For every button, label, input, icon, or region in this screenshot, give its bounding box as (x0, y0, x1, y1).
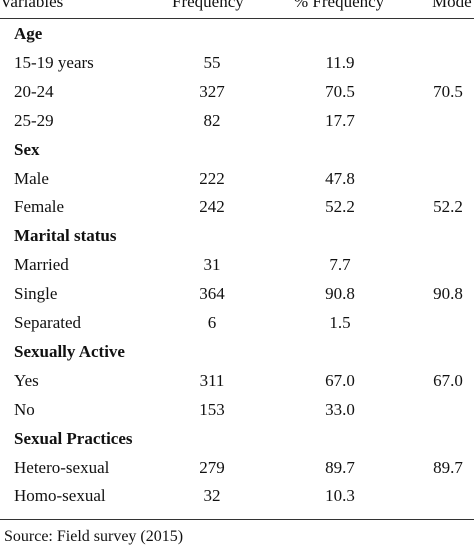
mode-cell: 67.0 (433, 370, 463, 390)
header-mode: Mode (432, 0, 472, 11)
section-header-row: Sexual Practices (0, 429, 474, 453)
frequency-cell: 32 (203, 486, 221, 506)
variable-cell: Single (14, 284, 58, 304)
frequency-cell: 327 (199, 81, 225, 101)
table-row: Separated 6 1.5 (0, 313, 474, 337)
header-pct-frequency: % Frequency (294, 0, 385, 11)
frequency-cell: 279 (199, 457, 225, 477)
table-row: Yes 311 67.0 67.0 (0, 371, 474, 395)
pct-frequency-cell: 67.0 (325, 370, 355, 390)
section-label: Age (14, 24, 43, 43)
table-row: Homo-sexual 32 10.3 (0, 486, 474, 510)
variable-cell: 25-29 (14, 110, 54, 130)
table-row: Female 242 52.2 52.2 (0, 197, 474, 221)
pct-frequency-cell: 17.7 (325, 110, 355, 130)
mode-cell: 70.5 (433, 81, 463, 101)
table-row: Hetero-sexual 279 89.7 89.7 (0, 458, 474, 482)
section-header-row: Marital status (0, 226, 474, 250)
pct-frequency-cell: 47.8 (325, 168, 355, 188)
header-bottom-rule (0, 18, 474, 19)
table-row: No 153 33.0 (0, 400, 474, 424)
table-bottom-rule (0, 519, 474, 520)
header-frequency: Frequency (172, 0, 244, 11)
table-row: 25-29 82 17.7 (0, 111, 474, 135)
variable-cell: No (14, 399, 35, 419)
frequency-cell: 31 (203, 255, 221, 275)
table-row: 15-19 years 55 11.9 (0, 53, 474, 77)
variable-cell: Male (14, 168, 49, 188)
section-label: Marital status (14, 226, 117, 246)
pct-frequency-cell: 1.5 (329, 313, 351, 332)
variable-cell: Hetero-sexual (14, 457, 110, 477)
frequency-cell: 222 (199, 168, 225, 188)
pct-frequency-cell: 70.5 (325, 81, 355, 101)
header-variables: Variables (0, 0, 64, 11)
pct-frequency-cell: 52.2 (325, 197, 355, 217)
mode-cell: 90.8 (433, 284, 463, 304)
section-label: Sex (14, 139, 40, 159)
section-label: Sexual Practices (14, 428, 133, 448)
section-label: Sexually Active (14, 341, 125, 361)
variable-cell: Yes (14, 370, 39, 390)
frequency-cell: 82 (203, 110, 221, 130)
frequency-cell: 242 (199, 197, 225, 217)
frequency-cell: 6 (207, 313, 217, 332)
source-note: Source: Field survey (2015) (4, 528, 184, 545)
variable-cell: Married (14, 255, 69, 275)
pct-frequency-cell: 11.9 (325, 52, 355, 72)
frequency-cell: 55 (203, 52, 221, 72)
variable-cell: Homo-sexual (14, 486, 106, 506)
section-header-row: Age (0, 24, 474, 48)
frequency-cell: 153 (199, 399, 225, 419)
table-row: 20-24 327 70.5 70.5 (0, 82, 474, 106)
table-row: Male 222 47.8 (0, 169, 474, 193)
pct-frequency-cell: 33.0 (325, 399, 355, 419)
table-row: Married 31 7.7 (0, 255, 474, 279)
variable-cell: 15-19 years (14, 52, 94, 72)
pct-frequency-cell: 90.8 (325, 284, 355, 304)
mode-cell: 89.7 (433, 457, 463, 477)
section-header-row: Sex (0, 140, 474, 164)
section-header-row: Sexually Active (0, 342, 474, 366)
table-header-row: Variables Frequency % Frequency Mode (0, 0, 474, 14)
pct-frequency-cell: 10.3 (325, 486, 355, 506)
mode-cell: 52.2 (433, 197, 463, 217)
table-row: Single 364 90.8 90.8 (0, 284, 474, 308)
frequency-cell: 364 (199, 284, 225, 304)
variable-cell: Separated (14, 313, 82, 332)
pct-frequency-cell: 89.7 (325, 457, 355, 477)
pct-frequency-cell: 7.7 (329, 255, 351, 275)
variable-cell: Female (14, 197, 65, 217)
frequency-cell: 311 (199, 370, 225, 390)
variable-cell: 20-24 (14, 81, 54, 101)
